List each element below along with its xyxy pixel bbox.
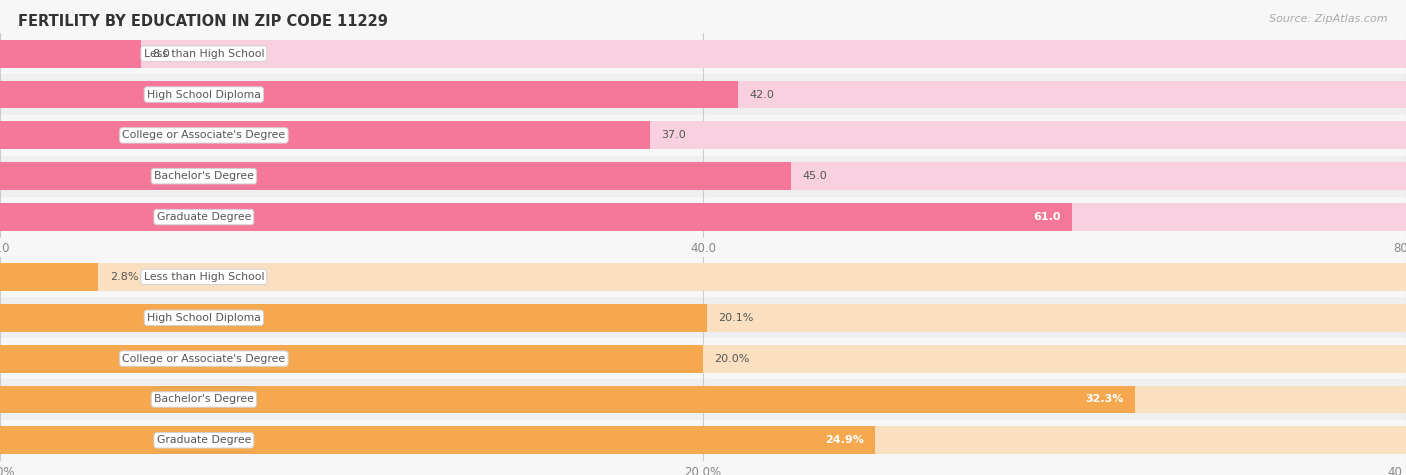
Bar xyxy=(0,122,1406,149)
Text: High School Diploma: High School Diploma xyxy=(148,89,260,100)
Bar xyxy=(0,74,1406,115)
Bar xyxy=(0,122,650,149)
Text: FERTILITY BY EDUCATION IN ZIP CODE 11229: FERTILITY BY EDUCATION IN ZIP CODE 11229 xyxy=(18,14,388,29)
Bar xyxy=(0,81,738,108)
Bar xyxy=(0,304,1406,332)
Bar xyxy=(0,203,1406,231)
Text: College or Associate's Degree: College or Associate's Degree xyxy=(122,130,285,141)
Text: 24.9%: 24.9% xyxy=(825,435,863,446)
Text: 20.1%: 20.1% xyxy=(718,313,754,323)
Bar xyxy=(0,256,1406,297)
Bar xyxy=(0,162,1406,190)
Text: Less than High School: Less than High School xyxy=(143,272,264,282)
Bar xyxy=(0,338,1406,379)
Bar xyxy=(0,156,1406,197)
Bar xyxy=(0,304,707,332)
Bar xyxy=(0,386,1406,413)
Bar xyxy=(0,345,703,372)
Bar xyxy=(0,386,1135,413)
Bar xyxy=(0,297,1406,338)
Text: 61.0: 61.0 xyxy=(1033,212,1062,222)
Text: 45.0: 45.0 xyxy=(801,171,827,181)
Text: 42.0: 42.0 xyxy=(749,89,775,100)
Bar xyxy=(0,40,1406,67)
Bar xyxy=(0,40,141,67)
Bar xyxy=(0,420,1406,461)
Bar xyxy=(0,115,1406,156)
Text: Graduate Degree: Graduate Degree xyxy=(156,212,252,222)
Text: College or Associate's Degree: College or Associate's Degree xyxy=(122,353,285,364)
Text: 32.3%: 32.3% xyxy=(1085,394,1123,405)
Bar xyxy=(0,345,1406,372)
Bar xyxy=(0,427,1406,454)
Bar xyxy=(0,379,1406,420)
Bar xyxy=(0,81,1406,108)
Bar xyxy=(0,427,875,454)
Text: 37.0: 37.0 xyxy=(662,130,686,141)
Text: Source: ZipAtlas.com: Source: ZipAtlas.com xyxy=(1270,14,1388,24)
Bar xyxy=(0,263,98,291)
Text: 2.8%: 2.8% xyxy=(110,272,138,282)
Text: Bachelor's Degree: Bachelor's Degree xyxy=(153,171,254,181)
Bar xyxy=(0,33,1406,74)
Bar xyxy=(0,162,790,190)
Text: High School Diploma: High School Diploma xyxy=(148,313,260,323)
Text: 8.0: 8.0 xyxy=(152,48,170,59)
Text: Less than High School: Less than High School xyxy=(143,48,264,59)
Bar xyxy=(0,197,1406,238)
Text: Bachelor's Degree: Bachelor's Degree xyxy=(153,394,254,405)
Bar xyxy=(0,263,1406,291)
Text: 20.0%: 20.0% xyxy=(714,353,749,364)
Text: Graduate Degree: Graduate Degree xyxy=(156,435,252,446)
Bar xyxy=(0,203,1073,231)
